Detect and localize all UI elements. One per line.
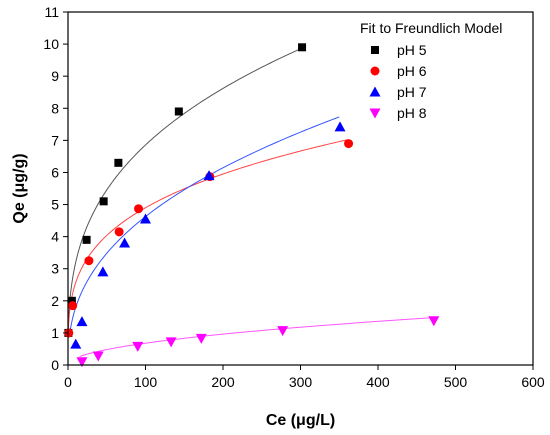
legend-entry-label: pH 6 [397, 63, 427, 79]
data-point-ph5 [174, 107, 183, 116]
legend-title: Fit to Freundlich Model [360, 20, 502, 36]
y-tick-label: 0 [51, 357, 59, 373]
data-point-ph8 [195, 333, 207, 344]
x-axis-ticks: 0 100 200 300 400 500 600 [64, 365, 545, 390]
y-tick-label: 3 [51, 261, 59, 277]
legend-marker [371, 46, 379, 54]
x-tick-label: 200 [211, 374, 235, 390]
data-point-ph8 [165, 337, 177, 348]
legend-marker [369, 108, 381, 119]
x-tick-label: 0 [64, 374, 72, 390]
y-tick-label: 2 [51, 293, 59, 309]
data-point-ph8 [92, 351, 104, 362]
data-point-ph5 [298, 43, 307, 52]
data-point-ph8 [76, 357, 88, 368]
data-point-ph6 [114, 227, 124, 237]
data-points [64, 43, 440, 368]
x-tick-label: 300 [289, 374, 313, 390]
data-point-ph7 [140, 213, 151, 224]
y-tick-label: 1 [51, 325, 59, 341]
fit-curves [67, 48, 434, 357]
data-point-ph5 [114, 158, 123, 167]
legend-entry-label: pH 7 [397, 84, 427, 100]
data-point-ph6 [134, 204, 144, 214]
y-axis-title: Qe (μg/g) [11, 153, 28, 223]
data-point-ph7 [334, 121, 346, 132]
x-tick-label: 600 [521, 374, 545, 390]
fit-curve [69, 116, 340, 336]
legend-entry-label: pH 5 [397, 42, 427, 58]
data-point-ph6 [68, 301, 78, 311]
data-point-ph7 [70, 338, 82, 349]
x-axis-title: Ce (μg/L) [266, 412, 335, 429]
data-point-ph8 [428, 316, 440, 327]
legend-marker [369, 86, 381, 97]
data-point-ph5 [67, 296, 76, 305]
y-tick-label: 11 [44, 4, 59, 20]
y-tick-label: 6 [51, 164, 59, 180]
data-point-ph7 [203, 170, 215, 181]
y-tick-label: 7 [51, 132, 59, 148]
legend: Fit to Freundlich Model pH 5 pH 6 pH 7 pH 8 [360, 20, 502, 121]
data-point-ph6 [344, 139, 354, 149]
data-point-ph8 [277, 326, 289, 337]
legend-entry-label: pH 8 [397, 105, 427, 121]
data-point-ph6 [84, 256, 94, 266]
data-point-ph5 [82, 235, 91, 244]
y-tick-label: 5 [51, 197, 59, 213]
y-tick-label: 8 [51, 100, 59, 116]
y-axis-ticks: 0 1 2 3 4 5 6 7 8 9 10 11 [43, 4, 68, 373]
x-tick-label: 400 [366, 374, 390, 390]
y-tick-label: 10 [43, 36, 59, 52]
data-point-ph5 [99, 197, 108, 206]
x-tick-label: 100 [134, 374, 158, 390]
data-point-ph6 [64, 328, 74, 338]
data-point-ph7 [76, 316, 88, 327]
legend-marker [370, 66, 380, 76]
y-tick-label: 4 [51, 229, 59, 245]
y-tick-label: 9 [51, 68, 59, 84]
x-tick-label: 500 [444, 374, 468, 390]
data-point-ph7 [97, 266, 109, 277]
fit-curve [67, 48, 301, 327]
data-point-ph7 [119, 237, 131, 248]
data-point-ph8 [132, 341, 144, 352]
